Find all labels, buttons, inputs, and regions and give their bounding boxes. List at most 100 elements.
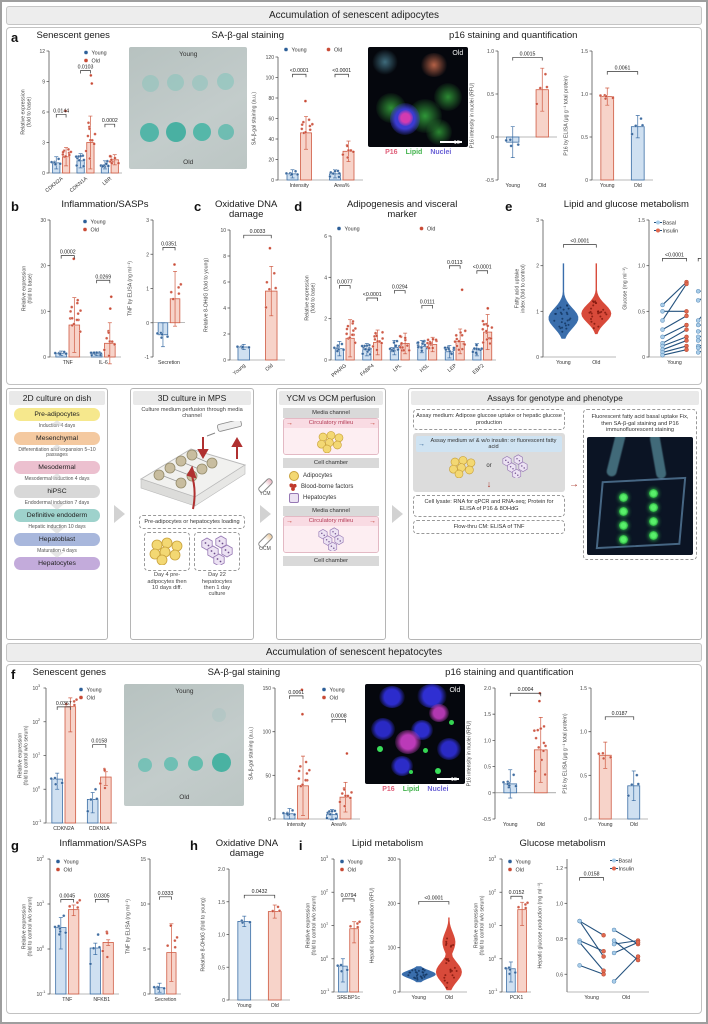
svg-text:1.5: 1.5 bbox=[580, 686, 587, 692]
svg-text:Young: Young bbox=[237, 1003, 252, 1009]
svg-text:Young: Young bbox=[506, 183, 521, 189]
svg-text:0: 0 bbox=[393, 990, 396, 996]
chart-a-p16-elisa: 0 0.5 1.0 1.5 P16 by ELISA (μg g⁻¹ total pro… bbox=[562, 41, 658, 193]
svg-text:0: 0 bbox=[43, 355, 46, 361]
svg-text:Old: Old bbox=[63, 867, 71, 873]
svg-text:20: 20 bbox=[269, 157, 275, 163]
chart-b-secretion: -1 0 1 2 3 TNF by ELISA (ng ml⁻¹) Secretion 0.0… bbox=[126, 210, 190, 370]
svg-text:0.0432: 0.0432 bbox=[251, 889, 267, 895]
svg-text:12: 12 bbox=[40, 49, 46, 55]
svg-text:1.5: 1.5 bbox=[581, 49, 588, 55]
svg-text:(fold to control w/o serum): (fold to control w/o serum) bbox=[24, 725, 30, 785]
svg-text:0.0002: 0.0002 bbox=[102, 118, 118, 124]
svg-text:0.0294: 0.0294 bbox=[392, 284, 408, 290]
panel-c: Oxidative DNA damage 0 2 4 6 8 10 Relative 8-O… bbox=[202, 197, 290, 384]
svg-text:10: 10 bbox=[33, 686, 39, 692]
svg-text:1.2: 1.2 bbox=[556, 866, 563, 872]
svg-text:200: 200 bbox=[387, 901, 396, 907]
svg-text:Hepatic glucose production (mg: Hepatic glucose production (mg ml⁻¹) bbox=[537, 882, 543, 968]
svg-text:Insulin: Insulin bbox=[618, 866, 634, 872]
workflow-box-perfusion: YCM vs OCM perfusion Media channel → Circ… bbox=[276, 387, 386, 640]
svg-text:LPL: LPL bbox=[392, 363, 403, 374]
svg-text:0: 0 bbox=[585, 178, 588, 184]
panel-g: Inflammation/SASPs 10 -1 10 0 10 1 10 2 Relative… bbox=[20, 836, 186, 1007]
svg-text:3: 3 bbox=[537, 218, 540, 224]
svg-text:0: 0 bbox=[491, 135, 494, 141]
step-maturation: Maturation 4 days bbox=[9, 547, 105, 558]
panel-f-genes: Senescent genes 10 -1 10 0 10 1 10 2 10 3 Relative… bbox=[16, 665, 122, 836]
svg-text:3: 3 bbox=[326, 855, 328, 859]
circulatory-milieu-bottom: → Circulatory milieu → bbox=[283, 515, 379, 553]
step-pre-adipocytes: Pre-adipocytes bbox=[14, 407, 100, 421]
svg-text:Old: Old bbox=[427, 226, 435, 232]
svg-text:-1: -1 bbox=[326, 988, 329, 992]
svg-text:50: 50 bbox=[266, 773, 272, 779]
svg-text:Old: Old bbox=[347, 867, 355, 873]
svg-text:Intensity: Intensity bbox=[290, 183, 310, 189]
fluorescence-image-hepatocytes: Old 10 μm bbox=[365, 683, 466, 784]
hepatocyte-thumb: Day 22 hepatocytes then 1 day culture bbox=[194, 532, 240, 598]
svg-text:0.5: 0.5 bbox=[580, 773, 587, 779]
chart-f-senescent-genes: 10 -1 10 0 10 1 10 2 10 3 Relative expression (fold… bbox=[16, 678, 122, 836]
step-hipsc: hiPSC bbox=[14, 484, 100, 498]
svg-text:10: 10 bbox=[36, 902, 42, 908]
svg-text:P16 by ELISA (μg g⁻¹ total pro: P16 by ELISA (μg g⁻¹ total protein) bbox=[563, 713, 569, 793]
svg-text:TNF: TNF bbox=[62, 997, 72, 1003]
svg-text:FABP4: FABP4 bbox=[359, 363, 375, 378]
hepatocyte-icon bbox=[289, 492, 299, 503]
svg-text:40: 40 bbox=[269, 137, 275, 143]
svg-text:Old: Old bbox=[92, 58, 100, 64]
svg-text:1.0: 1.0 bbox=[556, 901, 563, 907]
svg-text:Basal: Basal bbox=[618, 858, 632, 864]
svg-text:10: 10 bbox=[488, 990, 494, 996]
svg-text:0.0794: 0.0794 bbox=[340, 893, 356, 899]
legend-nuclei: Nuclei bbox=[430, 148, 452, 156]
svg-text:0.0111: 0.0111 bbox=[420, 299, 435, 305]
svg-text:0: 0 bbox=[324, 358, 327, 364]
chip-fluorescence-photo bbox=[587, 437, 693, 556]
svg-text:Young: Young bbox=[503, 822, 518, 828]
panel-e-title: Lipid and glucose metabolism bbox=[563, 198, 689, 210]
svg-text:0.0144: 0.0144 bbox=[53, 108, 69, 114]
svg-text:Old: Old bbox=[538, 183, 546, 189]
panel-a-bgal: SA-β-gal staining Young Old 0 20 bbox=[127, 28, 368, 193]
panel-i-letter: i bbox=[298, 837, 303, 853]
panel-h-letter: h bbox=[189, 837, 198, 853]
svg-text:-1: -1 bbox=[145, 355, 150, 361]
svg-text:LEP: LEP bbox=[447, 362, 459, 373]
svg-text:3: 3 bbox=[42, 140, 45, 146]
step-definitive-endoderm: Definitive endoderm bbox=[14, 508, 100, 522]
svg-text:10: 10 bbox=[320, 890, 326, 896]
svg-text:10: 10 bbox=[488, 857, 494, 863]
workflow-box-2d-culture: 2D culture on dish Pre-adipocytes Induct… bbox=[6, 387, 108, 640]
svg-text:10: 10 bbox=[36, 992, 42, 998]
svg-text:0.0008: 0.0008 bbox=[331, 713, 347, 719]
svg-text:-1: -1 bbox=[38, 819, 41, 823]
or-label: or bbox=[486, 463, 492, 470]
banner-adipocytes: Accumulation of senescent adipocytes bbox=[6, 6, 702, 25]
svg-text:Intensity: Intensity bbox=[287, 822, 307, 828]
svg-text:1.5: 1.5 bbox=[638, 218, 645, 224]
svg-text:100: 100 bbox=[263, 730, 272, 736]
chart-d-adipogenesis: 0 2 4 6 Relative expression (fold to base) PPA… bbox=[303, 220, 501, 384]
svg-text:60: 60 bbox=[269, 116, 275, 122]
svg-text:1: 1 bbox=[38, 751, 40, 755]
step-diff-expansion: Differentiation and expansion 5–10 passa… bbox=[9, 443, 105, 460]
panel-f: f Senescent genes 10 -1 10 0 10 1 10 2 10 3 Relati… bbox=[7, 665, 701, 836]
panel-d-title: Adipogenesis and visceral marker bbox=[346, 198, 458, 220]
svg-text:NFKB1: NFKB1 bbox=[93, 997, 110, 1003]
svg-text:100: 100 bbox=[266, 75, 275, 81]
svg-text:10: 10 bbox=[488, 890, 494, 896]
row-bcde: b Inflammation/SASPs 0 10 20 30 Relative exp… bbox=[7, 197, 701, 384]
svg-text:2.0: 2.0 bbox=[484, 686, 491, 692]
panel-a-bgal-title: SA-β-gal staining bbox=[211, 30, 284, 41]
svg-text:Area%: Area% bbox=[331, 822, 347, 828]
svg-text:10: 10 bbox=[33, 787, 39, 793]
svg-text:TNF by ELISA (ng ml⁻¹): TNF by ELISA (ng ml⁻¹) bbox=[125, 899, 131, 954]
svg-text:IL-6: IL-6 bbox=[99, 360, 108, 366]
workflow-box-assays: Assays for genotype and phenotype Assay … bbox=[408, 387, 702, 640]
svg-text:Old: Old bbox=[330, 695, 338, 701]
svg-text:Old: Old bbox=[634, 183, 642, 189]
svg-text:(fold to control w/o serum): (fold to control w/o serum) bbox=[479, 895, 485, 955]
